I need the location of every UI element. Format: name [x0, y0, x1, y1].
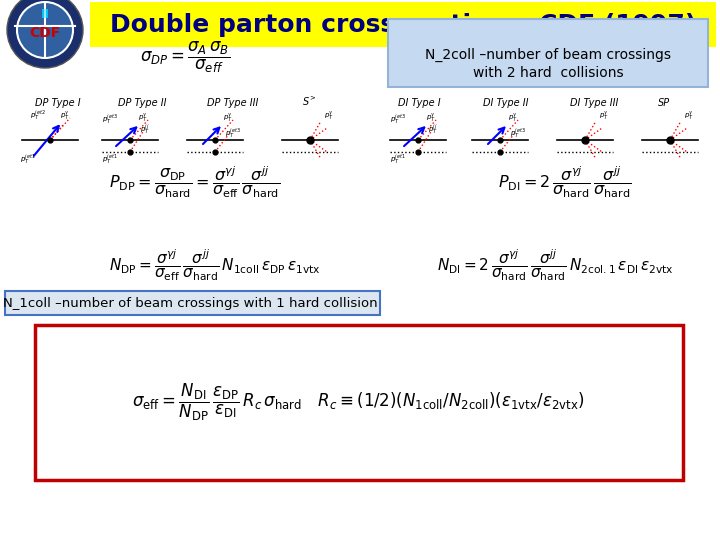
Text: $p_T^{jet1}$: $p_T^{jet1}$ [102, 153, 117, 166]
Text: DP Type I: DP Type I [35, 98, 81, 108]
Text: $p_T^{\gamma}$: $p_T^{\gamma}$ [223, 112, 233, 124]
Bar [90, 2, 716, 47]
Text: $p_T^{\gamma}$: $p_T^{\gamma}$ [60, 110, 70, 122]
Text: $p_T^{\gamma}$: $p_T^{\gamma}$ [138, 112, 148, 124]
Text: $p_T^{\gamma}$: $p_T^{\gamma}$ [684, 110, 694, 122]
Text: $\sigma_{DP} = \dfrac{\sigma_A\,\sigma_B}{\sigma_{eff}}$: $\sigma_{DP} = \dfrac{\sigma_A\,\sigma_B… [140, 39, 230, 75]
Text: $p_T^{jet3}$: $p_T^{jet3}$ [102, 113, 118, 126]
Text: CDF: CDF [30, 26, 60, 40]
Text: $p_T^{jet3}$: $p_T^{jet3}$ [390, 113, 406, 126]
Text: S$^>$: S$^>$ [302, 95, 317, 108]
Text: $p_T^{jj}$: $p_T^{jj}$ [140, 123, 150, 137]
Text: $\sigma_{\rm eff} = \dfrac{N_{\rm DI}}{N_{\rm DP}}\,\dfrac{\varepsilon_{\rm DP}}: $\sigma_{\rm eff} = \dfrac{N_{\rm DI}}{N… [132, 381, 585, 423]
Text: $N_{\rm DI} = 2\,\dfrac{\sigma^{\gamma j}}{\sigma_{\rm hard}}\,\dfrac{\sigma^{jj: $N_{\rm DI} = 2\,\dfrac{\sigma^{\gamma j… [436, 247, 673, 282]
Text: DP Type II: DP Type II [118, 98, 166, 108]
Text: N_1coll –number of beam crossings with 1 hard collision: N_1coll –number of beam crossings with 1… [3, 296, 377, 309]
Text: $p_T^{\gamma}$: $p_T^{\gamma}$ [426, 112, 436, 124]
Text: N_2coll –number of beam crossings: N_2coll –number of beam crossings [425, 48, 671, 62]
Circle shape [7, 0, 83, 68]
Text: with 2 hard  collisions: with 2 hard collisions [473, 66, 624, 80]
Text: DI Type II: DI Type II [483, 98, 528, 108]
Text: $p_T^{jet1}$: $p_T^{jet1}$ [390, 153, 405, 166]
Text: DP Type III: DP Type III [207, 98, 258, 108]
Text: $p_T^{jet3}$: $p_T^{jet3}$ [225, 127, 240, 140]
Bar [388, 19, 708, 87]
Text: $p_T^{\gamma}$: $p_T^{\gamma}$ [508, 112, 518, 124]
Text: $p_T^{jj}$: $p_T^{jj}$ [428, 123, 438, 137]
Text: SP: SP [658, 98, 670, 108]
Text: $p_T^{jet3}$: $p_T^{jet3}$ [510, 127, 526, 140]
Text: $p_T^{jet1}$: $p_T^{jet1}$ [20, 153, 36, 166]
Text: Double parton cross sections, CDF (1997): Double parton cross sections, CDF (1997) [110, 13, 696, 37]
Text: $N_{\rm DP} = \dfrac{\sigma^{\gamma j}}{\sigma_{\rm eff}}\,\dfrac{\sigma^{jj}}{\: $N_{\rm DP} = \dfrac{\sigma^{\gamma j}}{… [109, 247, 321, 282]
Text: II: II [40, 8, 50, 21]
Circle shape [17, 2, 73, 58]
Text: $p_T^{jet2}$: $p_T^{jet2}$ [30, 109, 46, 122]
Text: $p_T^{\gamma}$: $p_T^{\gamma}$ [599, 110, 609, 122]
Text: $p_T^{\gamma}$: $p_T^{\gamma}$ [324, 110, 334, 122]
Bar [35, 325, 683, 480]
Text: DI Type I: DI Type I [398, 98, 441, 108]
Text: $P_{\rm DP} = \dfrac{\sigma_{\rm DP}}{\sigma_{\rm hard}} = \dfrac{\sigma^{\gamma: $P_{\rm DP} = \dfrac{\sigma_{\rm DP}}{\s… [109, 164, 281, 200]
Text: DI Type III: DI Type III [570, 98, 618, 108]
Text: $P_{\rm DI} = 2\,\dfrac{\sigma^{\gamma j}}{\sigma_{\rm hard}}\,\dfrac{\sigma^{jj: $P_{\rm DI} = 2\,\dfrac{\sigma^{\gamma j… [498, 164, 631, 200]
Bar [5, 291, 380, 315]
